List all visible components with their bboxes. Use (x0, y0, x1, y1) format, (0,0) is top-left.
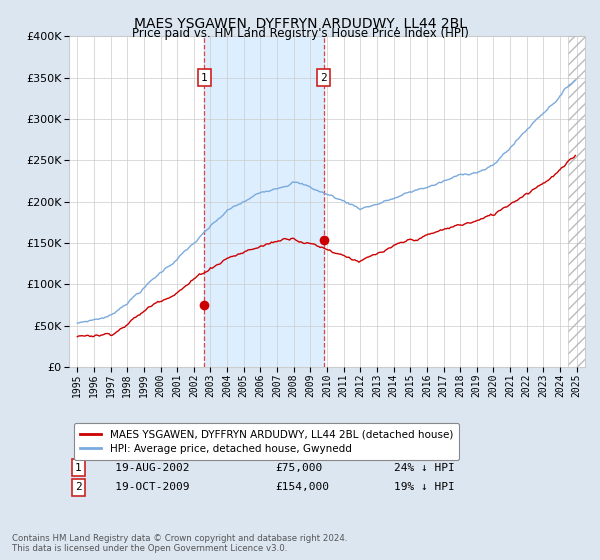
Text: 2: 2 (320, 73, 327, 83)
Bar (205, 36, 323, 367)
Text: Contains HM Land Registry data © Crown copyright and database right 2024.
This d: Contains HM Land Registry data © Crown c… (12, 534, 347, 553)
Text: Price paid vs. HM Land Registry's House Price Index (HPI): Price paid vs. HM Land Registry's House … (131, 27, 469, 40)
Text: 1: 1 (201, 73, 208, 83)
Text: 19% ↓ HPI: 19% ↓ HPI (394, 482, 455, 492)
Text: 24% ↓ HPI: 24% ↓ HPI (394, 463, 455, 473)
Text: £75,000: £75,000 (275, 463, 323, 473)
Text: 19-OCT-2009: 19-OCT-2009 (95, 482, 190, 492)
Text: £154,000: £154,000 (275, 482, 329, 492)
Text: 1: 1 (75, 463, 82, 473)
Text: MAES YSGAWEN, DYFFRYN ARDUDWY, LL44 2BL: MAES YSGAWEN, DYFFRYN ARDUDWY, LL44 2BL (133, 17, 467, 31)
Text: 19-AUG-2002: 19-AUG-2002 (95, 463, 190, 473)
Legend: MAES YSGAWEN, DYFFRYN ARDUDWY, LL44 2BL (detached house), HPI: Average price, de: MAES YSGAWEN, DYFFRYN ARDUDWY, LL44 2BL … (74, 423, 459, 460)
Text: 2: 2 (75, 482, 82, 492)
